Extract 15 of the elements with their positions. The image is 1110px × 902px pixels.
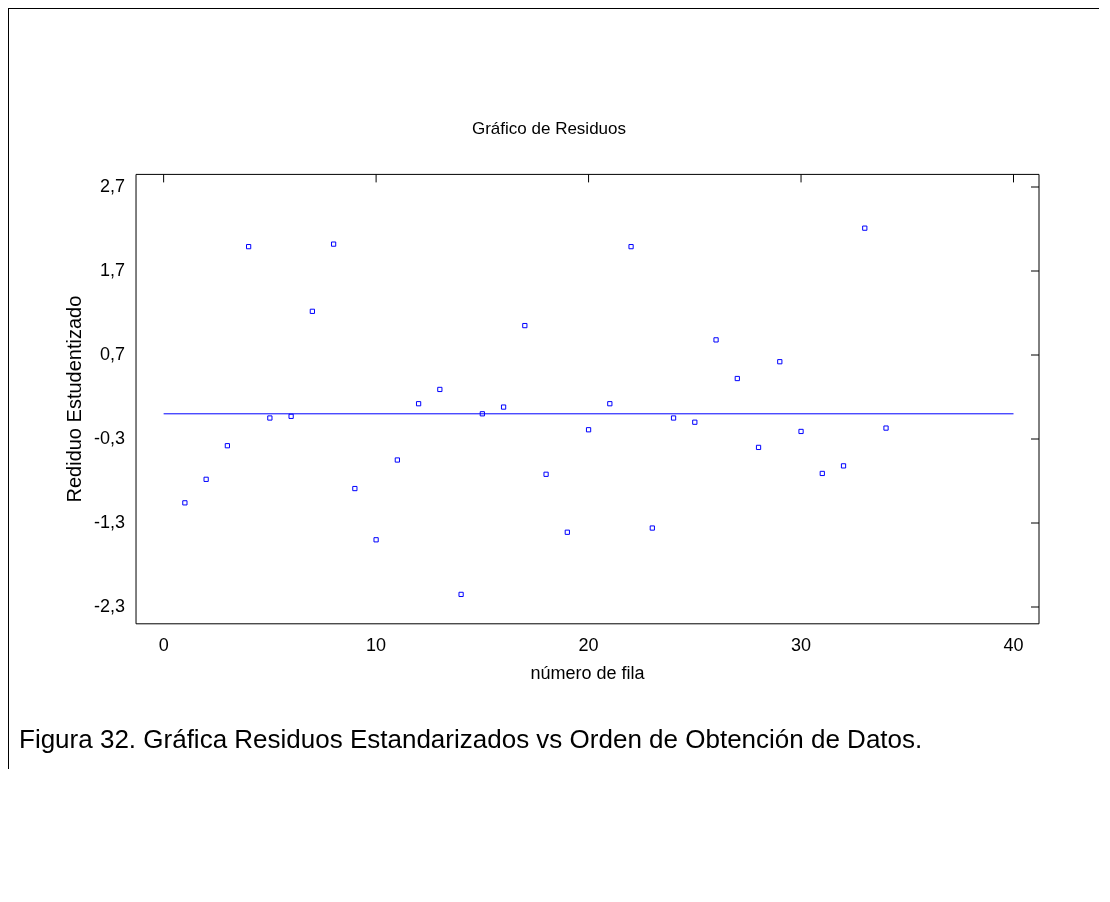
chart-title: Gráfico de Residuos [471, 118, 627, 138]
x-axis-title: número de fila [530, 663, 646, 684]
y-tick-label: -2,3 [93, 595, 126, 616]
y-tick-label: 0,7 [99, 343, 126, 364]
text: Figura 32. Gráfica Residuos Estandarizados vs Orden de Obtención de Datos. [18, 724, 923, 754]
y-tick-label: 1,7 [99, 259, 126, 280]
y-tick-label: -1,3 [93, 511, 126, 532]
x-tick-label: 30 [791, 634, 812, 655]
y-tick-label: -0,3 [93, 427, 126, 448]
x-tick-label: 20 [578, 634, 599, 655]
x-tick-label: 40 [1003, 634, 1024, 655]
x-tick-label: 0 [158, 634, 169, 655]
y-axis-title: Rediduo Estudentizado [62, 295, 85, 503]
x-tick-label: 10 [366, 634, 387, 655]
y-tick-label: 2,7 [99, 175, 126, 196]
